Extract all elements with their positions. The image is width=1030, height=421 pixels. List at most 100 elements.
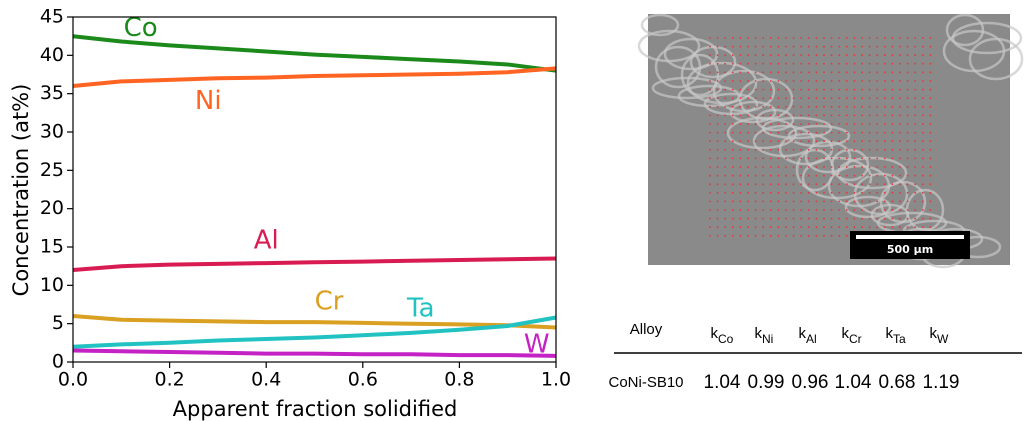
scan-point bbox=[907, 158, 909, 160]
scan-point bbox=[831, 226, 833, 228]
scan-point bbox=[846, 226, 848, 228]
scan-point bbox=[732, 37, 734, 39]
scan-point bbox=[899, 226, 901, 228]
scan-point bbox=[755, 89, 757, 91]
scan-point bbox=[876, 37, 878, 39]
scan-point bbox=[930, 209, 932, 211]
scan-point bbox=[914, 115, 916, 117]
scan-point bbox=[831, 201, 833, 203]
scan-point bbox=[793, 72, 795, 74]
scan-point bbox=[876, 132, 878, 134]
scan-point bbox=[884, 132, 886, 134]
scan-point bbox=[793, 158, 795, 160]
scan-point bbox=[755, 192, 757, 194]
scan-point bbox=[732, 115, 734, 117]
scan-point bbox=[778, 72, 780, 74]
scan-point bbox=[740, 158, 742, 160]
scan-point bbox=[838, 97, 840, 99]
scan-point bbox=[732, 140, 734, 142]
scan-point bbox=[747, 97, 749, 99]
scan-point bbox=[717, 201, 719, 203]
y-tick-label: 30 bbox=[40, 121, 64, 143]
scan-point bbox=[930, 106, 932, 108]
scan-point bbox=[876, 209, 878, 211]
x-tick-label: 0.8 bbox=[444, 369, 474, 391]
scan-point bbox=[922, 97, 924, 99]
scan-point bbox=[740, 175, 742, 177]
scan-point bbox=[755, 235, 757, 237]
scan-point bbox=[823, 158, 825, 160]
scan-point bbox=[785, 218, 787, 220]
scan-point bbox=[778, 132, 780, 134]
scan-point bbox=[747, 158, 749, 160]
scan-point bbox=[793, 209, 795, 211]
scan-point bbox=[846, 149, 848, 151]
scan-point bbox=[907, 46, 909, 48]
scan-point bbox=[740, 63, 742, 65]
scan-point bbox=[717, 183, 719, 185]
scan-point bbox=[740, 192, 742, 194]
scan-point bbox=[861, 115, 863, 117]
scan-point bbox=[907, 192, 909, 194]
scan-point bbox=[717, 72, 719, 74]
scan-point bbox=[762, 63, 764, 65]
y-tick-label: 40 bbox=[40, 44, 64, 66]
scan-point bbox=[892, 158, 894, 160]
scan-point bbox=[876, 63, 878, 65]
scan-point bbox=[838, 183, 840, 185]
scan-point bbox=[800, 72, 802, 74]
scan-point bbox=[717, 209, 719, 211]
scan-point bbox=[755, 54, 757, 56]
scan-point bbox=[922, 106, 924, 108]
scan-point bbox=[732, 209, 734, 211]
scan-point bbox=[762, 218, 764, 220]
scan-point bbox=[899, 89, 901, 91]
scan-point bbox=[899, 46, 901, 48]
scan-point bbox=[838, 218, 840, 220]
table-cell: 1.04 bbox=[835, 372, 872, 393]
scan-point bbox=[922, 201, 924, 203]
scan-point bbox=[922, 123, 924, 125]
scan-point bbox=[793, 218, 795, 220]
scan-point bbox=[914, 209, 916, 211]
scan-point bbox=[907, 201, 909, 203]
scan-point bbox=[800, 97, 802, 99]
scan-point bbox=[800, 89, 802, 91]
scan-point bbox=[869, 89, 871, 91]
scan-point bbox=[922, 192, 924, 194]
scan-point bbox=[831, 63, 833, 65]
scan-point bbox=[892, 166, 894, 168]
scan-point bbox=[740, 235, 742, 237]
scan-point bbox=[762, 226, 764, 228]
scan-point bbox=[793, 46, 795, 48]
scan-point bbox=[823, 149, 825, 151]
scan-point bbox=[770, 175, 772, 177]
scan-point bbox=[838, 37, 840, 39]
scan-point bbox=[861, 72, 863, 74]
figure: Apparent fraction solidified Concentrati… bbox=[0, 0, 1030, 421]
scan-point bbox=[724, 175, 726, 177]
scan-point bbox=[884, 218, 886, 220]
scan-point bbox=[854, 46, 856, 48]
scan-point bbox=[892, 46, 894, 48]
scan-point bbox=[869, 140, 871, 142]
scan-point bbox=[755, 175, 757, 177]
scan-point bbox=[800, 54, 802, 56]
scan-point bbox=[709, 192, 711, 194]
scan-point bbox=[808, 97, 810, 99]
scan-point bbox=[724, 97, 726, 99]
scan-point bbox=[907, 80, 909, 82]
scan-point bbox=[755, 72, 757, 74]
scan-point bbox=[892, 37, 894, 39]
scan-point bbox=[724, 115, 726, 117]
scan-point bbox=[892, 123, 894, 125]
scan-point bbox=[709, 201, 711, 203]
scan-point bbox=[892, 106, 894, 108]
scan-point bbox=[793, 106, 795, 108]
scan-point bbox=[823, 175, 825, 177]
scan-point bbox=[876, 123, 878, 125]
scan-point bbox=[831, 235, 833, 237]
scan-point bbox=[930, 158, 932, 160]
scan-point bbox=[732, 54, 734, 56]
scan-point bbox=[838, 123, 840, 125]
